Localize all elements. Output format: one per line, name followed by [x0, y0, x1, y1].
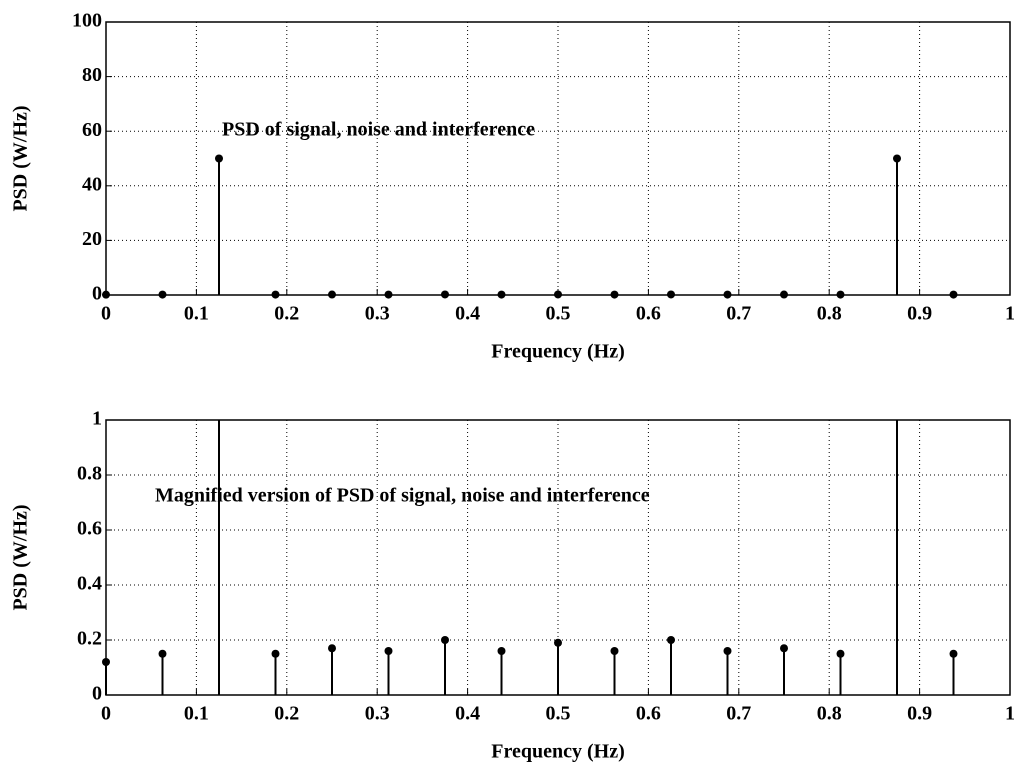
chart: 0 0.1 0.2 0.3 0.4 0.5 0.6 0.7 0.8 0.9 1 0 0.2 0.4 0.6 0… [10, 408, 1015, 763]
x-tick-label: 0.6 [636, 303, 661, 325]
y-tick-label: 60 [82, 119, 102, 141]
stem-marker [158, 290, 167, 299]
y-tick-label: 0.6 [77, 518, 102, 540]
stem-marker [723, 290, 732, 299]
stem-marker [667, 636, 675, 644]
y-axis-label: PSD (W/Hz) [10, 105, 32, 211]
stem-marker [723, 647, 732, 655]
y-tick-label: 0 [92, 283, 102, 305]
stem-marker [441, 636, 449, 644]
x-axis-label: Frequency (Hz) [491, 741, 625, 763]
stems [102, 154, 958, 299]
x-tick-label: 0.5 [546, 703, 571, 725]
y-axis-label: PSD (W/Hz) [10, 504, 32, 610]
x-tick-label: 0.5 [546, 303, 571, 325]
stem-marker [554, 638, 562, 647]
y-tick-label: 0.8 [77, 463, 102, 485]
stem-marker [836, 649, 845, 658]
x-tick-label: 1 [1005, 703, 1015, 725]
stem-marker [328, 644, 336, 653]
x-tick-label: 0.3 [365, 703, 390, 725]
stem-marker [215, 154, 223, 163]
x-tick-label: 0.2 [274, 303, 299, 325]
stem-marker [949, 290, 958, 299]
x-tick-label: 0.8 [817, 703, 842, 725]
stem-marker [384, 647, 393, 655]
stem-marker [893, 154, 901, 163]
y-tick-label: 80 [82, 64, 102, 86]
x-tick-label: 0.1 [184, 703, 209, 725]
x-tick-label: 0.4 [455, 303, 480, 325]
stem-marker [780, 290, 788, 299]
y-tick-label: 0 [92, 683, 102, 705]
stem-marker [441, 290, 449, 299]
y-tick-label: 20 [82, 228, 102, 250]
y-tick-label: 100 [72, 10, 102, 32]
x-tick-label: 0 [101, 303, 111, 325]
stem-marker [102, 290, 110, 299]
x-axis-label: Frequency (Hz) [491, 341, 625, 363]
stem-marker [667, 290, 675, 299]
y-tick-label: 40 [82, 173, 102, 195]
x-tick-label: 0.1 [184, 303, 209, 325]
stem-marker [384, 290, 393, 299]
chart: 0 0.1 0.2 0.3 0.4 0.5 0.6 0.7 0.8 0.9 1 0 20 40 60 80 10… [10, 10, 1015, 363]
y-tick-label: 0.4 [77, 573, 102, 595]
stem-marker [780, 644, 788, 653]
x-tick-label: 0.6 [636, 703, 661, 725]
stem-marker [102, 658, 110, 666]
stems [102, 420, 958, 695]
stem-marker [271, 649, 280, 658]
x-tick-label: 0.7 [726, 703, 751, 725]
stem-marker [271, 290, 280, 299]
stem-marker [328, 290, 336, 299]
stem-marker [497, 290, 506, 299]
annotation: Magnified version of PSD of signal, nois… [155, 485, 650, 507]
x-tick-label: 0.3 [365, 303, 390, 325]
stem-marker [949, 649, 958, 658]
x-tick-label: 0.8 [817, 303, 842, 325]
stem-marker [554, 290, 562, 299]
x-tick-label: 0 [101, 703, 111, 725]
x-tick-label: 0.2 [274, 703, 299, 725]
x-tick-label: 0.7 [726, 303, 751, 325]
stem-marker [158, 649, 167, 658]
stem-marker [610, 290, 619, 299]
x-tick-label: 0.9 [907, 703, 932, 725]
x-tick-label: 0.9 [907, 303, 932, 325]
x-tick-label: 0.4 [455, 703, 480, 725]
y-tick-label: 1 [92, 408, 102, 430]
stem-marker [836, 290, 845, 299]
annotation: PSD of signal, noise and interference [222, 119, 535, 141]
stem-marker [497, 647, 506, 655]
x-tick-label: 1 [1005, 303, 1015, 325]
stem-marker [610, 647, 619, 655]
y-tick-label: 0.2 [77, 628, 102, 650]
